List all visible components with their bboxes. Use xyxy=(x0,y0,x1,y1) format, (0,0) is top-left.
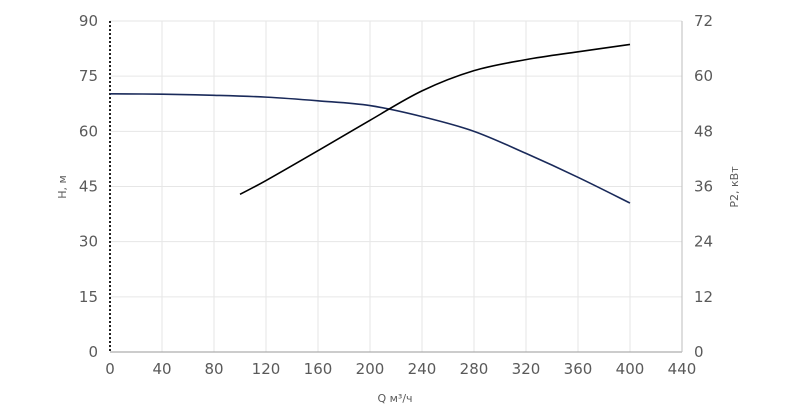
x-tick-label: 120 xyxy=(252,360,281,378)
right-y-axis-ticks: 0 12 24 36 48 60 72 xyxy=(694,12,713,361)
right-y-tick-label: 72 xyxy=(694,12,713,30)
left-y-tick-label: 90 xyxy=(79,12,98,30)
series-line-p2 xyxy=(239,43,631,196)
x-tick-label: 160 xyxy=(304,360,333,378)
x-tick-label: 320 xyxy=(512,360,541,378)
x-tick-label: 360 xyxy=(564,360,593,378)
left-y-tick-label: 45 xyxy=(79,178,98,196)
x-tick-label: 280 xyxy=(460,360,489,378)
right-y-tick-label: 48 xyxy=(694,122,713,140)
axes xyxy=(109,21,683,353)
left-y-axis-ticks: 0 15 30 45 60 75 90 xyxy=(79,12,98,361)
x-tick-label: 40 xyxy=(152,360,171,378)
x-tick-label: 400 xyxy=(616,360,645,378)
left-y-tick-label: 75 xyxy=(79,67,98,85)
right-y-tick-label: 36 xyxy=(694,178,713,196)
right-y-tick-label: 0 xyxy=(694,343,704,361)
series-line-h xyxy=(109,93,631,204)
left-y-tick-label: 15 xyxy=(79,288,98,306)
right-y-tick-label: 60 xyxy=(694,67,713,85)
right-y-tick-label: 24 xyxy=(694,233,713,251)
left-y-axis-title: H, м xyxy=(56,175,69,199)
left-y-tick-label: 0 xyxy=(88,343,98,361)
left-y-tick-label: 30 xyxy=(79,233,98,251)
right-y-axis-title: P2, кВт xyxy=(728,166,741,208)
x-tick-label: 240 xyxy=(408,360,437,378)
series xyxy=(109,43,631,204)
left-y-tick-label: 60 xyxy=(79,122,98,140)
x-tick-label: 200 xyxy=(356,360,385,378)
x-tick-label: 80 xyxy=(204,360,223,378)
x-tick-label: 440 xyxy=(668,360,697,378)
x-axis-ticks: 0 40 80 120 160 200 240 280 320 360 400 440 xyxy=(105,360,696,378)
x-axis-title: Q м³/ч xyxy=(377,392,412,405)
x-tick-label: 0 xyxy=(105,360,115,378)
right-y-tick-label: 12 xyxy=(694,288,713,306)
